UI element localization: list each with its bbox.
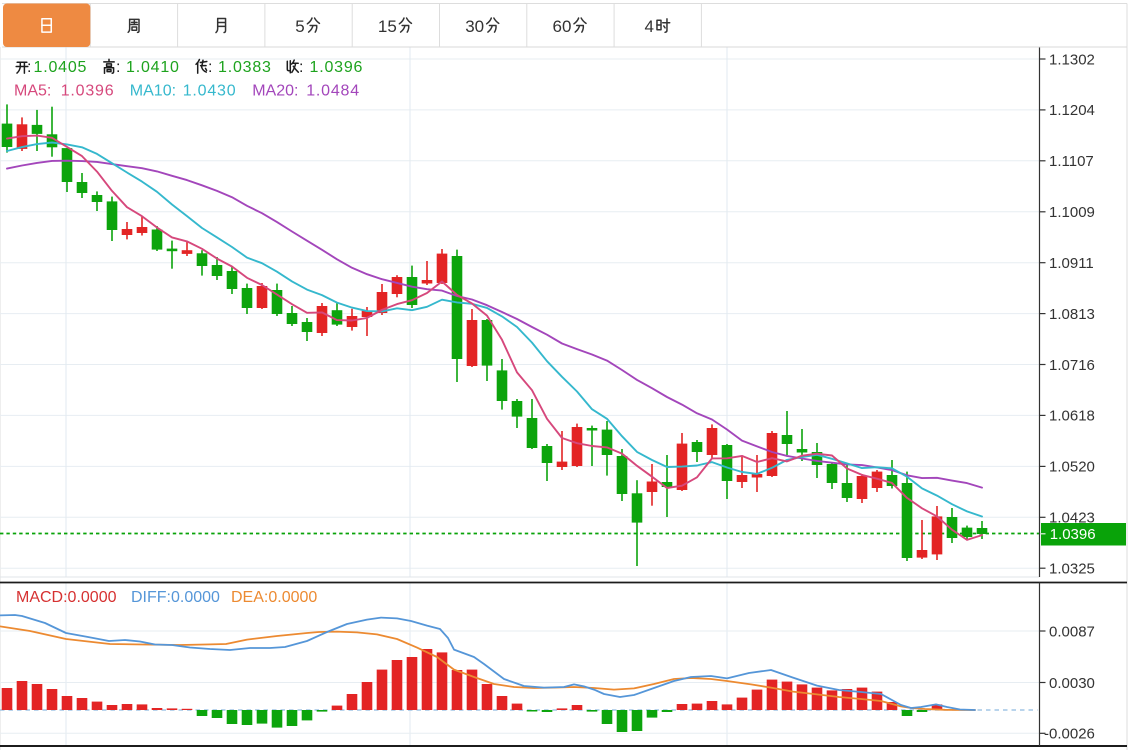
svg-text:DIFF:0.0000: DIFF:0.0000 <box>131 589 220 606</box>
svg-text:0.0030: 0.0030 <box>1049 675 1095 692</box>
svg-text:1.0405: 1.0405 <box>34 59 88 76</box>
svg-text:1.0396: 1.0396 <box>310 59 364 76</box>
svg-text:1.0383: 1.0383 <box>218 59 272 76</box>
svg-text:1.0618: 1.0618 <box>1049 408 1095 425</box>
svg-text:1.0430: 1.0430 <box>183 82 237 99</box>
svg-text:1.0396: 1.0396 <box>1050 526 1096 543</box>
svg-text::: : <box>27 59 31 76</box>
svg-text:MACD:0.0000: MACD:0.0000 <box>16 589 117 606</box>
svg-text::: : <box>208 59 212 76</box>
svg-text:1.1204: 1.1204 <box>1049 102 1095 119</box>
svg-text:1.0520: 1.0520 <box>1049 459 1095 476</box>
svg-text:1.0911: 1.0911 <box>1049 255 1094 272</box>
svg-text:1.0813: 1.0813 <box>1049 306 1095 323</box>
svg-text:1.0716: 1.0716 <box>1049 357 1095 374</box>
svg-text:4: 4 <box>645 17 654 36</box>
svg-text:MA5:: MA5: <box>14 82 51 99</box>
svg-text:1.0410: 1.0410 <box>126 59 180 76</box>
svg-text:1.0325: 1.0325 <box>1049 561 1095 578</box>
svg-text:MA20:: MA20: <box>252 82 298 99</box>
svg-text::: : <box>299 59 303 76</box>
svg-text:MA10:: MA10: <box>130 82 176 99</box>
svg-text:1.0484: 1.0484 <box>306 82 360 99</box>
svg-text:5: 5 <box>295 17 304 36</box>
svg-text:1.1009: 1.1009 <box>1049 204 1095 221</box>
svg-text:1.1302: 1.1302 <box>1049 51 1095 68</box>
svg-text:-0.0026: -0.0026 <box>1044 726 1095 743</box>
svg-text:1.1107: 1.1107 <box>1049 153 1094 170</box>
svg-text:0.0087: 0.0087 <box>1049 623 1095 640</box>
svg-text:15: 15 <box>378 17 397 36</box>
svg-text:DEA:0.0000: DEA:0.0000 <box>231 589 317 606</box>
svg-text:1.0423: 1.0423 <box>1049 510 1095 527</box>
svg-text:60: 60 <box>553 17 572 36</box>
svg-text:1.0396: 1.0396 <box>61 82 115 99</box>
svg-text:30: 30 <box>465 17 484 36</box>
svg-text::: : <box>116 59 120 76</box>
